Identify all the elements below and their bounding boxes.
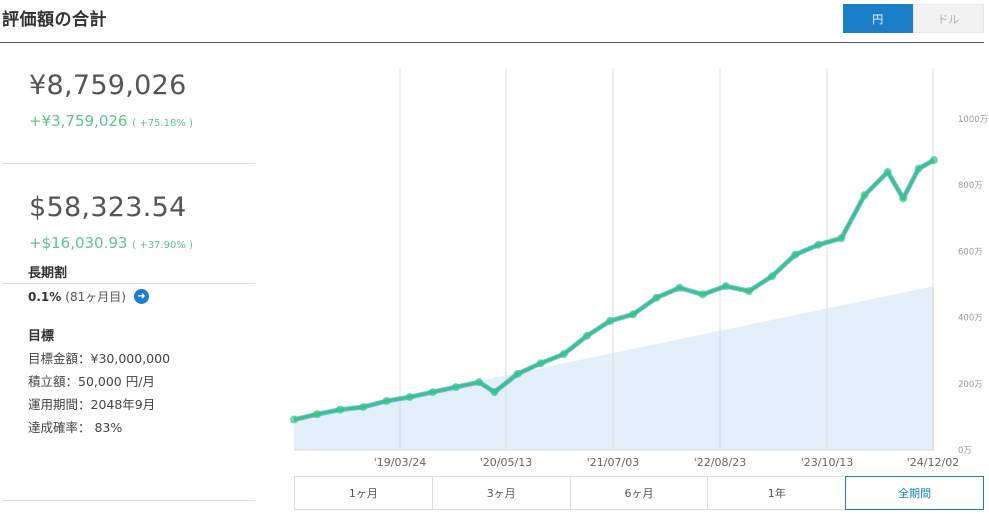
data-point bbox=[536, 359, 545, 368]
arrow-right-icon[interactable]: ➜ bbox=[133, 289, 149, 304]
data-point bbox=[290, 415, 298, 424]
summary-panel: ¥8,759,026 +¥3,759,026 ( +75.18% ) $58,3… bbox=[3, 44, 255, 284]
data-point bbox=[721, 282, 730, 291]
currency-usd-button[interactable]: ドル bbox=[912, 4, 984, 33]
yen-gain-percent: ( +75.18% ) bbox=[132, 118, 193, 129]
usd-gain: +$16,030.93 ( +37.90% ) bbox=[29, 234, 193, 252]
y-tick-label: 800万 bbox=[958, 181, 983, 191]
period-3m-button[interactable]: 3ヶ月 bbox=[431, 476, 570, 510]
divider bbox=[3, 500, 255, 501]
x-tick-label: '22/08/23 bbox=[694, 456, 746, 469]
data-point bbox=[914, 164, 923, 173]
data-point bbox=[698, 290, 707, 299]
data-point bbox=[451, 383, 460, 392]
data-point bbox=[559, 350, 568, 359]
x-tick-label: '24/12/02 bbox=[907, 456, 959, 469]
discount-line: 0.1% (81ヶ月目) ➜ bbox=[28, 288, 149, 305]
usd-summary: $58,323.54 +$16,030.93 ( +37.90% ) bbox=[3, 164, 255, 284]
data-point bbox=[744, 287, 753, 296]
x-tick-label: '20/05/13 bbox=[480, 456, 532, 469]
data-point bbox=[930, 156, 938, 165]
data-point bbox=[814, 240, 823, 249]
data-point bbox=[513, 369, 522, 378]
y-tick-label: 200万 bbox=[958, 380, 983, 390]
chart-svg: 1000万 800万 600万 400万 200万 0万 '19/03/24 '20/05/1… bbox=[290, 68, 988, 469]
data-point bbox=[313, 410, 322, 419]
yen-gain-amount: +¥3,759,026 bbox=[29, 112, 128, 130]
data-point bbox=[428, 388, 437, 397]
data-point bbox=[405, 393, 414, 402]
usd-gain-amount: +$16,030.93 bbox=[29, 234, 128, 252]
long-term-discount: 長期割 0.1% (81ヶ月目) ➜ bbox=[28, 262, 149, 305]
goal-section: 目標 目標金額：¥30,000,000 積立額：50,000 円/月 運用期間：… bbox=[28, 325, 170, 436]
data-point bbox=[490, 388, 499, 397]
yen-gain: +¥3,759,026 ( +75.18% ) bbox=[29, 112, 193, 130]
period-selector: 1ヶ月 3ヶ月 6ヶ月 1年 全期間 bbox=[294, 476, 984, 510]
goal-amount: 目標金額：¥30,000,000 bbox=[28, 351, 171, 366]
data-point bbox=[883, 167, 892, 176]
y-tick-label: 600万 bbox=[958, 247, 983, 257]
data-point bbox=[768, 272, 777, 281]
x-tick-label: '23/10/13 bbox=[801, 456, 853, 469]
header: 評価額の合計 円 ドル bbox=[0, 0, 984, 43]
period-6m-button[interactable]: 6ヶ月 bbox=[569, 476, 708, 510]
goal-probability: 達成確率： 83% bbox=[28, 420, 123, 435]
principal-area bbox=[294, 286, 934, 450]
data-point bbox=[336, 405, 345, 414]
x-tick-label: '21/07/03 bbox=[587, 456, 639, 469]
currency-toggle: 円 ドル bbox=[843, 4, 984, 33]
y-tick-label: 400万 bbox=[958, 314, 983, 324]
y-tick-label: 1000万 bbox=[958, 115, 988, 125]
data-point bbox=[629, 310, 638, 319]
usd-gain-percent: ( +37.90% ) bbox=[132, 240, 193, 251]
y-tick-label: 0万 bbox=[958, 446, 972, 456]
data-point bbox=[652, 293, 661, 302]
data-point bbox=[583, 331, 592, 340]
period-1m-button[interactable]: 1ヶ月 bbox=[294, 476, 432, 510]
data-point bbox=[837, 234, 846, 243]
usd-total-value: $58,323.54 bbox=[29, 192, 187, 223]
discount-rate: 0.1% bbox=[28, 289, 62, 304]
yen-summary: ¥8,759,026 +¥3,759,026 ( +75.18% ) bbox=[3, 44, 255, 164]
yen-total-value: ¥8,759,026 bbox=[29, 70, 187, 101]
data-point bbox=[860, 191, 869, 200]
data-point bbox=[359, 402, 368, 411]
period-all-button[interactable]: 全期間 bbox=[845, 476, 984, 510]
page-title: 評価額の合計 bbox=[2, 10, 107, 30]
currency-yen-button[interactable]: 円 bbox=[843, 4, 913, 33]
goal-title: 目標 bbox=[28, 329, 55, 344]
data-point bbox=[899, 194, 908, 203]
goal-period: 運用期間：2048年9月 bbox=[28, 397, 156, 412]
discount-months: (81ヶ月目) bbox=[65, 290, 126, 304]
data-point bbox=[382, 397, 391, 406]
data-point bbox=[475, 378, 484, 387]
discount-title: 長期割 bbox=[28, 266, 68, 281]
goal-monthly: 積立額：50,000 円/月 bbox=[28, 374, 155, 389]
data-point bbox=[791, 250, 800, 259]
data-point bbox=[675, 283, 684, 292]
period-1y-button[interactable]: 1年 bbox=[707, 476, 846, 510]
data-point bbox=[606, 316, 615, 325]
valuation-chart[interactable]: 1000万 800万 600万 400万 200万 0万 '19/03/24 '20/05/1… bbox=[270, 60, 989, 470]
x-tick-label: '19/03/24 bbox=[374, 456, 426, 469]
